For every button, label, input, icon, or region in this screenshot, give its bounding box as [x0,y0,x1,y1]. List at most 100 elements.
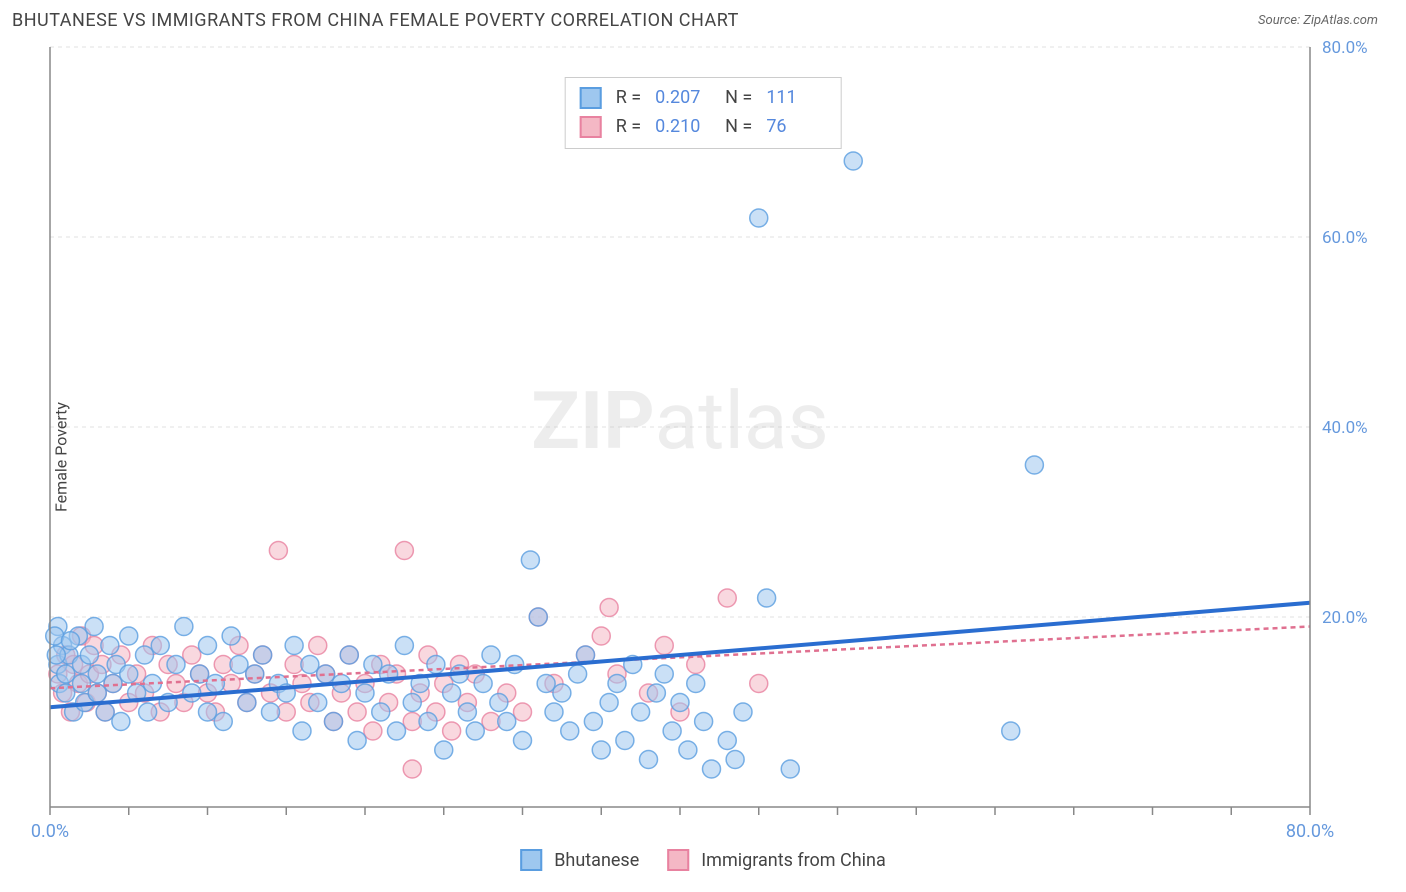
scatter-point [695,713,713,731]
scatter-point [458,703,476,721]
scatter-point [734,703,752,721]
chart-container: Female Poverty 20.0% 40.0% 60.0% 80.0% ZIPat… [0,37,1406,877]
scatter-point [844,152,862,170]
scatter-point [569,665,587,683]
scatter-point [443,684,461,702]
scatter-point [388,722,406,740]
scatter-point [104,675,122,693]
svg-text:80.0%: 80.0% [1286,821,1334,842]
scatter-point [262,703,280,721]
scatter-point [521,551,539,569]
scatter-point [718,732,736,750]
scatter-point [474,675,492,693]
n-value-b: 76 [766,113,826,142]
scatter-point [655,637,673,655]
svg-text:60.0%: 60.0% [1322,228,1368,248]
scatter-point [348,732,366,750]
scatter-point [592,627,610,645]
scatter-point [514,732,532,750]
legend-item-b: Immigrants from China [667,849,886,871]
scatter-point [781,760,799,778]
scatter-point [120,665,138,683]
scatter-point [443,722,461,740]
scatter-point [403,760,421,778]
svg-text:20.0%: 20.0% [1322,608,1368,628]
scatter-point [600,599,618,617]
scatter-point [136,646,154,664]
scatter-point [608,675,626,693]
scatter-point [73,675,91,693]
scatter-point [758,589,776,607]
scatter-point [340,646,358,664]
scatter-point [679,741,697,759]
scatter-point [356,684,374,702]
legend-label-a: Bhutanese [554,850,639,871]
r-value-a: 0.207 [655,84,715,113]
svg-text:ZIPatlas: ZIPatlas [531,374,828,468]
scatter-point [545,703,563,721]
scatter-point [309,694,327,712]
scatter-point [537,675,555,693]
scatter-point [57,665,75,683]
scatter-point [466,722,484,740]
svg-text:0.0%: 0.0% [31,821,69,842]
scatter-point [364,656,382,674]
scatter-point [301,656,319,674]
scatter-point [592,741,610,759]
r-value-b: 0.210 [655,113,715,142]
scatter-point [285,637,303,655]
scatter-point [514,703,532,721]
scatter-point [703,760,721,778]
scatter-point [395,637,413,655]
scatter-point [309,637,327,655]
scatter-point [561,722,579,740]
scatter-point [88,665,106,683]
scatter-point [372,703,390,721]
scatter-point [199,703,217,721]
n-label: N = [725,84,752,113]
r-label: R = [616,113,641,142]
scatter-point [61,632,79,650]
y-axis-label: Female Poverty [52,402,71,512]
legend-item-a: Bhutanese [520,849,639,871]
n-label: N = [725,113,752,142]
scatter-point [139,703,157,721]
chart-title: BHUTANESE VS IMMIGRANTS FROM CHINA FEMAL… [12,10,739,31]
scatter-point [600,694,618,712]
series-b-swatch [667,849,689,871]
scatter-point [214,713,232,731]
scatter-point [80,646,98,664]
svg-text:40.0%: 40.0% [1322,418,1368,438]
scatter-point [663,722,681,740]
scatter-point [687,656,705,674]
correlation-stats-box: R = 0.207 N = 111 R = 0.210 N = 76 [565,77,842,149]
chart-header: BHUTANESE VS IMMIGRANTS FROM CHINA FEMAL… [0,0,1406,37]
bottom-legend: Bhutanese Immigrants from China [520,849,886,871]
scatter-point [640,751,658,769]
scatter-point [206,675,224,693]
scatter-point [647,684,665,702]
stats-row: R = 0.207 N = 111 [580,84,827,113]
scatter-point [750,675,768,693]
scatter-point [553,684,571,702]
scatter-point [671,694,689,712]
scatter-point [1025,456,1043,474]
r-label: R = [616,84,641,113]
scatter-point [395,542,413,560]
series-a-swatch [580,87,602,109]
scatter-point [616,732,634,750]
scatter-chart: 20.0%40.0%60.0%80.0%ZIPatlas0.0%80.0% [0,37,1406,857]
scatter-point [269,542,287,560]
scatter-point [718,589,736,607]
scatter-point [112,713,130,731]
scatter-point [482,646,500,664]
scatter-point [498,713,516,731]
scatter-point [222,627,240,645]
scatter-point [435,741,453,759]
scatter-point [167,656,185,674]
scatter-point [96,703,114,721]
scatter-point [175,618,193,636]
scatter-point [199,637,217,655]
scatter-point [183,646,201,664]
scatter-point [687,675,705,693]
